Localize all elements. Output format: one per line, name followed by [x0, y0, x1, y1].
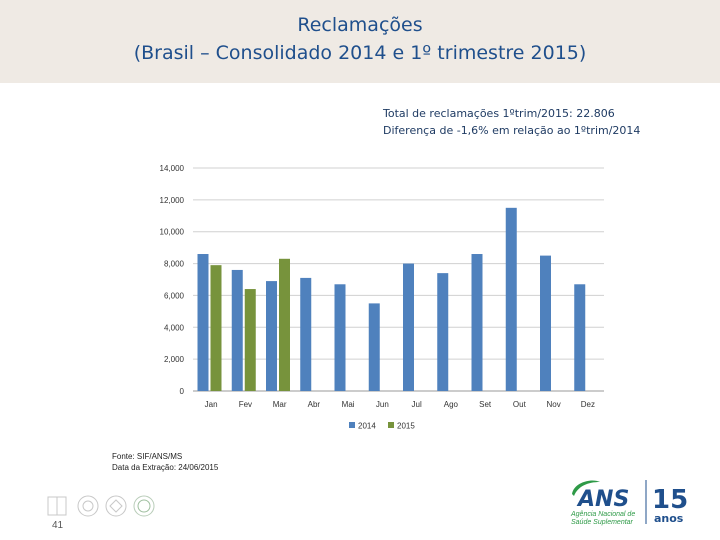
x-axis-ticks: Jan Fev Mar Abr Mai Jun Jul Ago Set Out Nov Dez: [205, 400, 595, 409]
bar-2014-jul: [403, 263, 414, 391]
legend-label-2014: 2014: [358, 422, 376, 431]
y-tick-label: 14,000: [160, 164, 185, 173]
page-subtitle: (Brasil – Consolidado 2014 e 1º trimestr…: [133, 42, 587, 64]
bar-2014-dez: [574, 284, 586, 391]
x-tick-label: Ago: [444, 400, 459, 409]
logo-anniversary-number: 15: [652, 485, 688, 515]
page-number: 41: [52, 520, 64, 531]
x-tick-label: Jun: [376, 400, 389, 409]
gridlines: [193, 167, 604, 392]
header-band: [0, 0, 720, 83]
bar-2014-mai: [334, 284, 346, 391]
bar-2014-jan: [197, 254, 209, 391]
y-tick-label: 6,000: [164, 291, 185, 300]
legend: 2014 2015: [349, 422, 415, 431]
y-tick-label: 2,000: [164, 355, 185, 364]
bar-2014-mar: [266, 281, 277, 391]
y-tick-label: 0: [180, 387, 185, 396]
summary-total: Total de reclamações 1ºtrim/2015: 22.806: [383, 107, 615, 120]
seal-icon: [77, 495, 99, 517]
seal-icon: [133, 495, 155, 517]
y-axis-ticks: 0 2,000 4,000 6,000 8,000 10,000 12,000 14,000: [160, 164, 185, 396]
ans-logo: ANS Agência Nacional de Saúde Suplementa…: [570, 480, 688, 526]
logo-tagline-1: Agência Nacional de: [570, 511, 635, 518]
bar-2014-fev: [231, 269, 243, 391]
legend-swatch-2015: [388, 422, 394, 428]
bar-2014-abr: [300, 277, 312, 391]
bars: [197, 207, 586, 391]
bar-2015-fev: [244, 289, 256, 391]
y-tick-label: 4,000: [164, 323, 185, 332]
logo-tagline-2: Saúde Suplementar: [571, 519, 634, 526]
x-tick-label: Nov: [547, 400, 561, 409]
logo-anniversary-word: anos: [654, 512, 684, 525]
bar-2014-nov: [540, 255, 551, 391]
y-tick-label: 12,000: [160, 196, 185, 205]
bar-2015-jan: [210, 265, 222, 391]
x-tick-label: Fev: [239, 400, 252, 409]
bar-2014-jun: [368, 303, 380, 391]
logo-brand: ANS: [576, 487, 629, 512]
bar-2015-mar: [279, 258, 290, 391]
x-tick-label: Out: [513, 400, 527, 409]
x-tick-label: Mar: [273, 400, 287, 409]
extraction-date: Data da Extração: 24/06/2015: [112, 463, 219, 472]
x-tick-label: Set: [479, 400, 492, 409]
x-tick-label: Dez: [581, 400, 595, 409]
x-tick-label: Mai: [342, 400, 355, 409]
x-tick-label: Jul: [412, 400, 422, 409]
bar-2014-ago: [437, 273, 449, 391]
partner-seals: [47, 495, 155, 517]
y-tick-label: 10,000: [160, 228, 185, 237]
page-title: Reclamações: [297, 14, 423, 36]
seal-icon: [47, 496, 67, 516]
legend-label-2015: 2015: [397, 422, 415, 431]
bar-2014-out: [505, 207, 517, 391]
y-tick-label: 8,000: [164, 260, 185, 269]
source-label: Fonte: SIF/ANS/MS: [112, 452, 183, 461]
summary-difference: Diferença de -1,6% em relação ao 1ºtrim/…: [383, 124, 641, 137]
logo-swoosh-icon: [572, 480, 600, 496]
legend-swatch-2014: [349, 422, 355, 428]
x-tick-label: Abr: [308, 400, 321, 409]
seal-icon: [105, 495, 127, 517]
bar-2014-set: [471, 254, 483, 391]
x-tick-label: Jan: [205, 400, 218, 409]
